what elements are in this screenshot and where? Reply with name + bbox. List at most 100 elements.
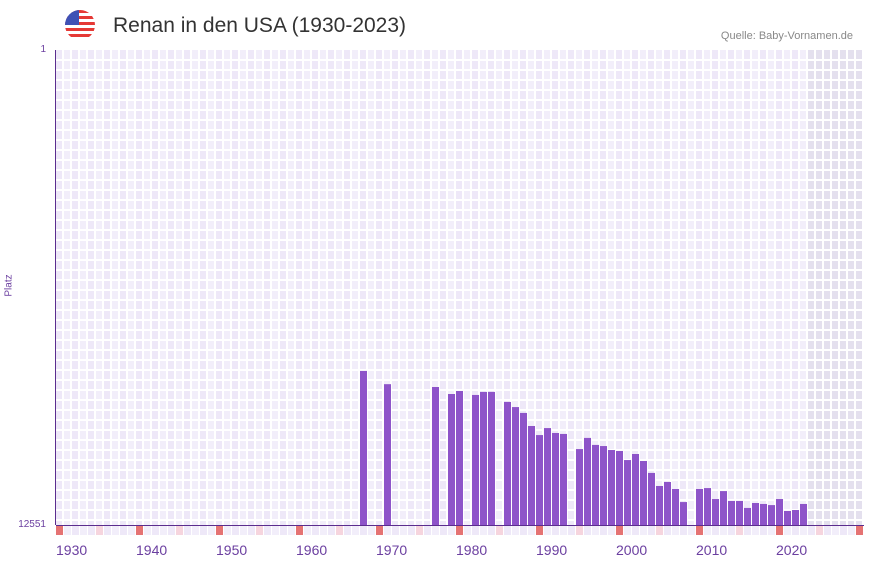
year-marker-2028: [840, 526, 847, 535]
year-marker-1995: [576, 526, 583, 535]
bar-2011: [704, 488, 711, 525]
bar-1998: [600, 446, 607, 525]
grid-column: [72, 50, 80, 525]
grid-column: [200, 50, 208, 525]
grid-column: [64, 50, 72, 525]
bar-2022: [792, 510, 799, 525]
bar-1993: [560, 433, 567, 525]
bar-2015: [736, 500, 743, 525]
year-marker-1999: [608, 526, 615, 535]
bar-2013: [720, 491, 727, 525]
year-marker-1976: [424, 526, 431, 535]
grid-column: [856, 50, 864, 525]
year-marker-2011: [704, 526, 711, 535]
grid-column: [264, 50, 272, 525]
bar-1996: [584, 437, 591, 525]
year-marker-2024: [808, 526, 815, 535]
grid-column: [312, 50, 320, 525]
year-marker-1957: [272, 526, 279, 535]
year-marker-1953: [240, 526, 247, 535]
bar-2016: [744, 507, 751, 525]
year-marker-2019: [768, 526, 775, 535]
bar-1980: [456, 390, 463, 525]
grid-column: [184, 50, 192, 525]
grid-column: [552, 50, 560, 525]
grid-column: [608, 50, 616, 525]
grid-column: [120, 50, 128, 525]
grid-column: [88, 50, 96, 525]
bar-2001: [624, 460, 631, 525]
bar-2003: [640, 460, 647, 525]
year-marker-1968: [360, 526, 367, 535]
bar-2006: [664, 482, 671, 525]
year-marker-1967: [352, 526, 359, 535]
bar-2017: [752, 503, 759, 525]
year-marker-1964: [328, 526, 335, 535]
year-marker-1965: [336, 526, 343, 535]
grid-column: [80, 50, 88, 525]
grid-column: [368, 50, 376, 525]
bar-2018: [760, 503, 767, 525]
grid-column: [616, 50, 624, 525]
grid-column: [400, 50, 408, 525]
year-marker-1978: [440, 526, 447, 535]
year-marker-1933: [80, 526, 87, 535]
grid-column: [848, 50, 856, 525]
grid-column: [744, 50, 752, 525]
bar-1968: [360, 370, 367, 525]
bar-1987: [512, 407, 519, 525]
bar-1986: [504, 401, 511, 525]
us-flag-icon: [65, 10, 95, 40]
grid-column: [320, 50, 328, 525]
grid-column: [536, 50, 544, 525]
bar-2021: [784, 510, 791, 525]
grid-column: [664, 50, 672, 525]
bar-2004: [648, 472, 655, 525]
year-marker-1991: [544, 526, 551, 535]
year-marker-1930: [56, 526, 63, 535]
year-marker-1931: [64, 526, 71, 535]
bar-1992: [552, 432, 559, 525]
x-tick-label: 1990: [536, 542, 568, 558]
year-marker-1974: [408, 526, 415, 535]
year-marker-1937: [112, 526, 119, 535]
grid-column: [208, 50, 216, 525]
grid-column: [328, 50, 336, 525]
bar-2005: [656, 485, 663, 525]
grid-column: [488, 50, 496, 525]
x-tick-label: 2010: [696, 542, 728, 558]
grid-column: [168, 50, 176, 525]
grid-column: [224, 50, 232, 525]
grid-column: [560, 50, 568, 525]
year-marker-2005: [656, 526, 663, 535]
year-marker-1977: [432, 526, 439, 535]
grid-column: [480, 50, 488, 525]
grid-column: [104, 50, 112, 525]
year-marker-1934: [88, 526, 95, 535]
year-marker-1973: [400, 526, 407, 535]
grid-column: [96, 50, 104, 525]
year-marker-1970: [376, 526, 383, 535]
bar-1989: [528, 425, 535, 525]
year-marker-1979: [448, 526, 455, 535]
grid-column: [696, 50, 704, 525]
grid-column: [392, 50, 400, 525]
year-marker-1959: [288, 526, 295, 535]
year-marker-2010: [696, 526, 703, 535]
grid-column: [728, 50, 736, 525]
year-marker-1993: [560, 526, 567, 535]
year-marker-2016: [744, 526, 751, 535]
year-marker-2021: [784, 526, 791, 535]
grid-column: [720, 50, 728, 525]
bar-1977: [432, 387, 439, 525]
grid-column: [688, 50, 696, 525]
x-tick-label: 2000: [616, 542, 648, 558]
source-link[interactable]: Quelle: Baby-Vornamen.de: [720, 30, 853, 42]
grid-column: [456, 50, 464, 525]
grid-column: [272, 50, 280, 525]
grid-column: [256, 50, 264, 525]
grid-column: [584, 50, 592, 525]
year-marker-2013: [720, 526, 727, 535]
grid-column: [520, 50, 528, 525]
